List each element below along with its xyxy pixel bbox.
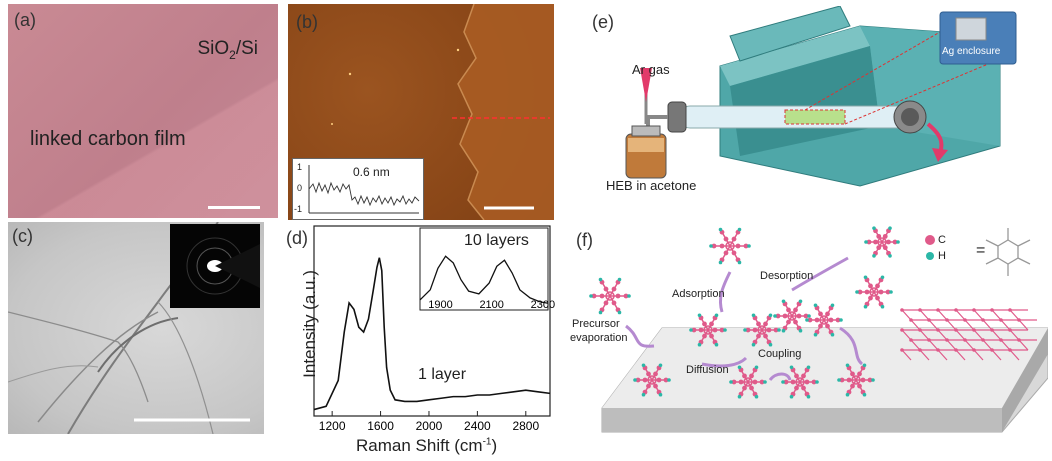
sample-zone [784, 109, 846, 125]
afm-step-edge [331, 4, 554, 220]
ag-enclosure-label: Ag enclosure [942, 46, 1001, 57]
heb-molecule [633, 363, 671, 397]
equals-sign: = [976, 242, 986, 259]
panel-a-label: (a) [14, 10, 36, 30]
inset-tick-label: 2300 [531, 299, 555, 311]
x-tick-label: 2800 [512, 419, 539, 433]
series-label-1-layer: 1 layer [418, 366, 467, 383]
heb-molecule [864, 226, 900, 258]
x-tick-label: 2000 [416, 419, 443, 433]
heb-molecule [729, 365, 767, 399]
diffusion-label: Diffusion [686, 364, 729, 376]
furnace-schematic [625, 6, 1017, 187]
diffraction-inset [170, 224, 260, 308]
x-axis-label: Raman Shift (cm-1) [356, 436, 498, 455]
series-line-10-layers [419, 255, 549, 304]
inset-tick-bottom: -1 [294, 204, 303, 214]
precursor-label-1: Precursor [572, 318, 620, 330]
adsorption-label: Adsorption [672, 288, 725, 300]
height-profile-inset: 1 0 -1 0.6 nm [292, 158, 424, 220]
plot-frame [313, 225, 551, 417]
panel-d-label: (d) [286, 228, 308, 248]
inset-tick-label: 1900 [428, 299, 452, 311]
heb-label: HEB in acetone [606, 178, 697, 193]
film-label: linked carbon film [30, 128, 186, 150]
panel-e-cvd-setup: (e) Ar gas HEB in acetone Ag enclosure [580, 6, 1046, 202]
carbon-lattice [900, 308, 1037, 361]
substrate-label: SiO2/Si [197, 38, 258, 62]
panel-c-label: (c) [12, 226, 33, 246]
inset-frame [419, 227, 549, 311]
series-line-1-layer [313, 257, 551, 411]
inset-tick-top: 1 [297, 162, 303, 172]
heb-molecule [743, 313, 781, 347]
heb-molecule [589, 277, 631, 315]
precursor-label-2: evaporation [570, 332, 628, 344]
film-edge-overlay [8, 4, 278, 218]
inset-tick-label: 2100 [479, 299, 503, 311]
panel-e-label: (e) [592, 12, 614, 32]
panel-d-raman-chart: 1200 1600 2000 2400 2800 1900 2100 2300 (d) Int… [282, 222, 556, 458]
heb-molecule [837, 363, 875, 397]
legend-hydrogen: H [938, 250, 946, 262]
y-axis-label: Intensity (a.u.) [299, 270, 319, 378]
panel-b-label: (b) [296, 12, 318, 32]
heb-molecule [855, 275, 893, 309]
panel-b-afm-image: (b) 1 0 -1 0.6 nm [288, 4, 554, 220]
desorption-label: Desorption [760, 270, 814, 282]
panel-f-label: (f) [576, 230, 593, 250]
x-tick-label: 1600 [367, 419, 394, 433]
heb-molecule [781, 365, 819, 399]
x-tick-label: 2400 [464, 419, 491, 433]
ar-gas-label: Ar gas [632, 62, 670, 77]
heb-molecule [773, 299, 811, 333]
legend-carbon: C [938, 234, 946, 246]
x-tick-label: 1200 [319, 419, 346, 433]
heb-molecule [805, 303, 843, 337]
heb-molecule [689, 313, 727, 347]
growth-schematic [589, 226, 1048, 433]
panel-f-growth-mechanism: (f) Precursor evaporation Adsorption Des… [562, 218, 1048, 456]
scale-bar [208, 206, 260, 209]
step-height-label: 0.6 nm [353, 165, 390, 179]
inset-tick-mid: 0 [297, 183, 303, 193]
coupling-label: Coupling [758, 348, 802, 360]
panel-c-tem-image: (c) [8, 222, 264, 434]
raman-plot: 1200 1600 2000 2400 2800 1900 2100 2300 [313, 225, 555, 433]
panel-a-optical-image: (a) SiO2/Si linked carbon film [8, 4, 278, 218]
inset-series-label: 10 layers [464, 232, 529, 249]
heb-molecule [709, 227, 751, 265]
